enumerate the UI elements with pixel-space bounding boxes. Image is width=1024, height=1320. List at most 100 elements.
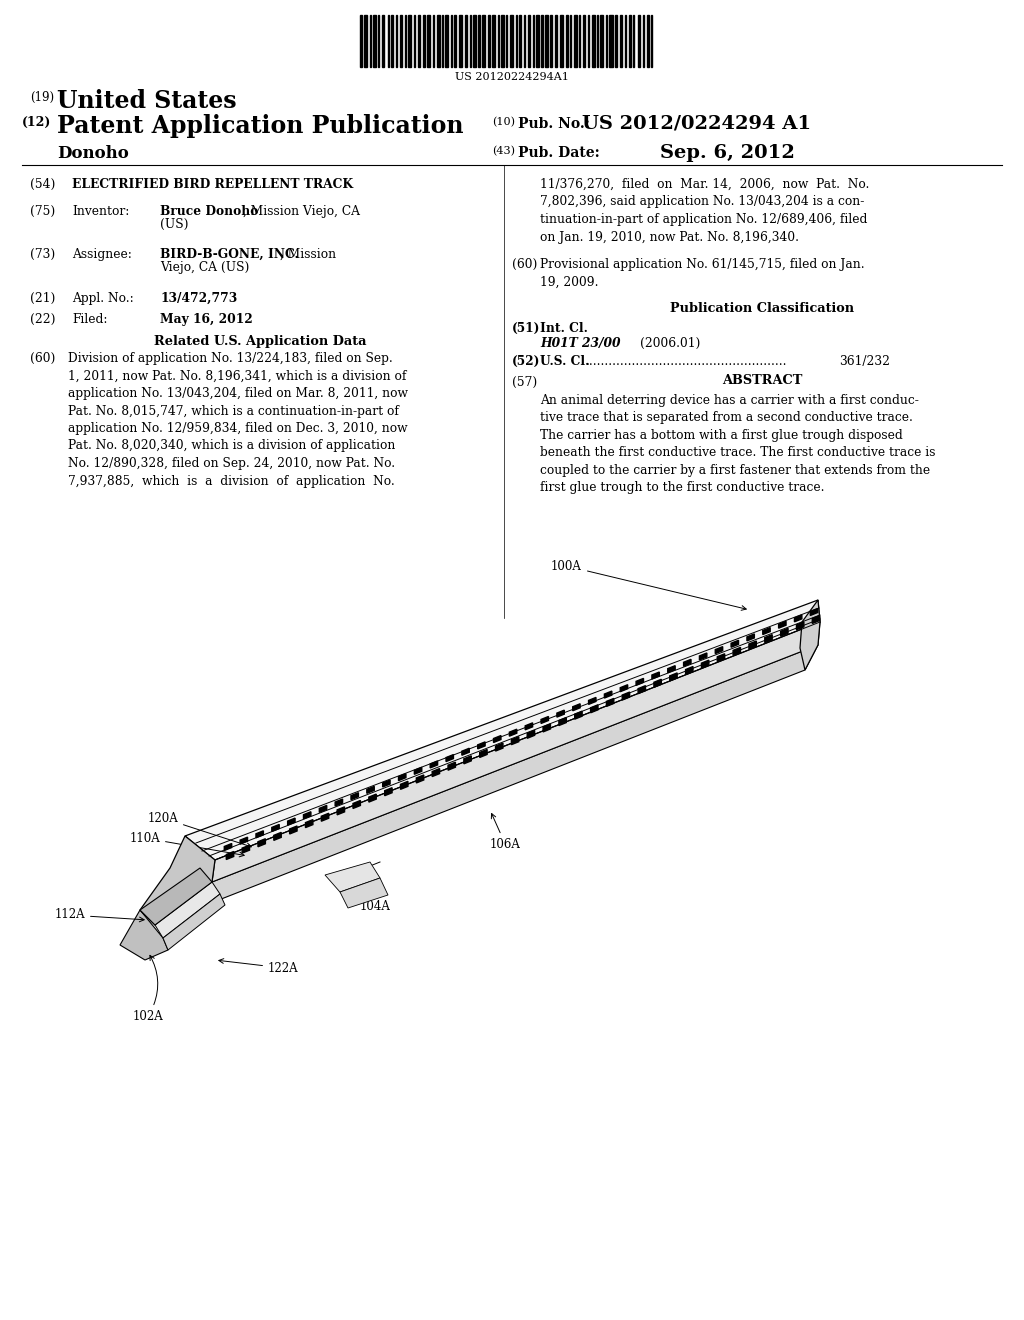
Text: 112A: 112A bbox=[54, 908, 144, 921]
Bar bbox=[378, 15, 379, 67]
Polygon shape bbox=[765, 635, 772, 643]
Polygon shape bbox=[305, 820, 313, 828]
Bar bbox=[459, 15, 462, 67]
Bar bbox=[473, 15, 476, 67]
Polygon shape bbox=[367, 787, 374, 793]
Polygon shape bbox=[541, 717, 549, 723]
Text: (60): (60) bbox=[512, 257, 538, 271]
Polygon shape bbox=[322, 813, 329, 821]
Text: 102A: 102A bbox=[133, 956, 164, 1023]
Polygon shape bbox=[258, 838, 265, 846]
Text: Viejo, CA (US): Viejo, CA (US) bbox=[160, 261, 250, 275]
Polygon shape bbox=[701, 660, 709, 668]
Polygon shape bbox=[185, 601, 820, 861]
Polygon shape bbox=[589, 697, 596, 705]
Bar bbox=[524, 15, 525, 67]
Polygon shape bbox=[226, 851, 233, 859]
Text: Pub. No.:: Pub. No.: bbox=[518, 117, 590, 131]
Polygon shape bbox=[652, 672, 659, 678]
Polygon shape bbox=[800, 601, 820, 671]
Text: Sep. 6, 2012: Sep. 6, 2012 bbox=[660, 144, 795, 162]
Text: ABSTRACT: ABSTRACT bbox=[722, 374, 802, 387]
Polygon shape bbox=[212, 622, 820, 882]
Text: U.S. Cl.: U.S. Cl. bbox=[540, 355, 590, 368]
Text: 100A: 100A bbox=[551, 560, 746, 610]
Polygon shape bbox=[449, 762, 456, 770]
Polygon shape bbox=[290, 826, 297, 834]
Polygon shape bbox=[591, 705, 598, 713]
Polygon shape bbox=[288, 818, 295, 825]
Polygon shape bbox=[763, 627, 770, 635]
Polygon shape bbox=[715, 647, 723, 653]
Bar bbox=[382, 15, 384, 67]
Bar bbox=[620, 15, 623, 67]
Bar bbox=[399, 15, 402, 67]
Polygon shape bbox=[621, 685, 628, 692]
Polygon shape bbox=[668, 665, 675, 673]
Polygon shape bbox=[636, 678, 643, 685]
Text: H01T 23/00: H01T 23/00 bbox=[540, 337, 621, 350]
Polygon shape bbox=[746, 634, 755, 642]
Polygon shape bbox=[559, 718, 566, 726]
Bar bbox=[498, 15, 499, 67]
Polygon shape bbox=[240, 837, 248, 843]
Bar bbox=[605, 15, 607, 67]
Text: Patent Application Publication: Patent Application Publication bbox=[57, 114, 464, 139]
Polygon shape bbox=[256, 830, 263, 838]
Text: ELECTRIFIED BIRD REPELLENT TRACK: ELECTRIFIED BIRD REPELLENT TRACK bbox=[72, 178, 353, 191]
Bar bbox=[545, 15, 548, 67]
Polygon shape bbox=[557, 710, 564, 717]
Bar bbox=[532, 15, 535, 67]
Bar bbox=[527, 15, 530, 67]
Bar bbox=[432, 15, 434, 67]
Text: , Mission Viejo, CA: , Mission Viejo, CA bbox=[243, 205, 360, 218]
Polygon shape bbox=[496, 743, 503, 751]
Text: Appl. No.:: Appl. No.: bbox=[72, 292, 134, 305]
Text: 106A: 106A bbox=[490, 813, 521, 851]
Text: 361/232: 361/232 bbox=[839, 355, 890, 368]
Bar bbox=[478, 15, 479, 67]
Polygon shape bbox=[749, 642, 757, 649]
Bar bbox=[643, 15, 644, 67]
Bar bbox=[510, 15, 513, 67]
Bar bbox=[502, 15, 504, 67]
Bar bbox=[615, 15, 617, 67]
Polygon shape bbox=[400, 781, 408, 789]
Polygon shape bbox=[337, 807, 344, 814]
Text: An animal deterring device has a carrier with a first conduc-
tive trace that is: An animal deterring device has a carrier… bbox=[540, 393, 936, 495]
Bar bbox=[597, 15, 598, 67]
Bar bbox=[482, 15, 484, 67]
Polygon shape bbox=[812, 615, 819, 623]
Bar bbox=[537, 15, 539, 67]
Bar bbox=[600, 15, 603, 67]
Bar bbox=[580, 15, 581, 67]
Polygon shape bbox=[670, 673, 677, 681]
Polygon shape bbox=[398, 774, 406, 780]
Text: Donoho: Donoho bbox=[57, 145, 129, 162]
Polygon shape bbox=[525, 723, 532, 730]
Text: (54): (54) bbox=[30, 178, 55, 191]
Polygon shape bbox=[780, 628, 788, 636]
Text: (21): (21) bbox=[30, 292, 55, 305]
Text: Int. Cl.: Int. Cl. bbox=[540, 322, 588, 335]
Text: 104A: 104A bbox=[360, 884, 391, 913]
Polygon shape bbox=[273, 833, 282, 841]
Polygon shape bbox=[140, 869, 212, 925]
Text: ....................................................: ........................................… bbox=[586, 355, 787, 368]
Text: 122A: 122A bbox=[219, 958, 299, 974]
Polygon shape bbox=[446, 755, 454, 762]
Text: Provisional application No. 61/145,715, filed on Jan.
19, 2009.: Provisional application No. 61/145,715, … bbox=[540, 257, 864, 289]
Bar bbox=[493, 15, 495, 67]
Bar bbox=[651, 15, 652, 67]
Text: BIRD-B-GONE, INC.: BIRD-B-GONE, INC. bbox=[160, 248, 299, 261]
Bar bbox=[409, 15, 412, 67]
Text: US 2012/0224294 A1: US 2012/0224294 A1 bbox=[582, 115, 811, 133]
Polygon shape bbox=[494, 735, 501, 743]
Bar bbox=[646, 15, 648, 67]
Polygon shape bbox=[686, 667, 693, 675]
Polygon shape bbox=[432, 768, 439, 776]
Polygon shape bbox=[415, 767, 422, 775]
Polygon shape bbox=[638, 685, 645, 693]
Bar bbox=[560, 15, 563, 67]
Bar bbox=[414, 15, 416, 67]
